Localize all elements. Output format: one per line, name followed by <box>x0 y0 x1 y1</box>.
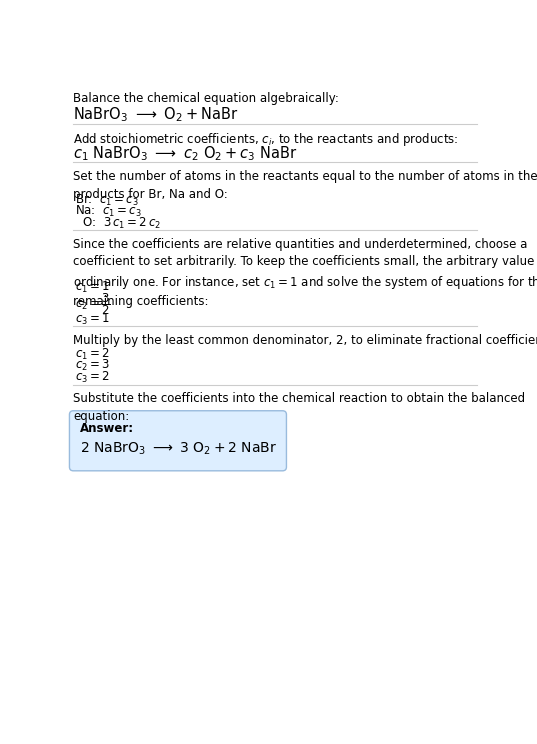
Text: $2\ \mathrm{NaBrO_3}\ \longrightarrow\ 3\ \mathrm{O_2} + 2\ \mathrm{NaBr}$: $2\ \mathrm{NaBrO_3}\ \longrightarrow\ 3… <box>79 440 277 457</box>
Text: Set the number of atoms in the reactants equal to the number of atoms in the
pro: Set the number of atoms in the reactants… <box>74 170 537 201</box>
Text: $c_2 = \dfrac{3}{2}$: $c_2 = \dfrac{3}{2}$ <box>75 291 111 317</box>
Text: Na:  $c_1 = c_3$: Na: $c_1 = c_3$ <box>75 204 142 219</box>
Text: $c_2 = 3$: $c_2 = 3$ <box>75 359 110 373</box>
Text: Since the coefficients are relative quantities and underdetermined, choose a
coe: Since the coefficients are relative quan… <box>74 238 537 308</box>
FancyBboxPatch shape <box>69 411 286 471</box>
Text: Multiply by the least common denominator, 2, to eliminate fractional coefficient: Multiply by the least common denominator… <box>74 334 537 347</box>
Text: Add stoichiometric coefficients, $c_i$, to the reactants and products:: Add stoichiometric coefficients, $c_i$, … <box>74 131 459 148</box>
Text: Answer:: Answer: <box>79 423 134 435</box>
Text: $\mathrm{NaBrO_3}\ \longrightarrow\ \mathrm{O_2} + \mathrm{NaBr}$: $\mathrm{NaBrO_3}\ \longrightarrow\ \mat… <box>74 105 239 124</box>
Text: Br:  $c_1 = c_3$: Br: $c_1 = c_3$ <box>75 193 139 208</box>
Text: $c_3 = 1$: $c_3 = 1$ <box>75 312 110 327</box>
Text: $c_3 = 2$: $c_3 = 2$ <box>75 370 110 385</box>
Text: Substitute the coefficients into the chemical reaction to obtain the balanced
eq: Substitute the coefficients into the che… <box>74 392 525 423</box>
Text: Balance the chemical equation algebraically:: Balance the chemical equation algebraica… <box>74 92 339 106</box>
Text: $c_1 = 2$: $c_1 = 2$ <box>75 347 110 362</box>
Text: $c_1 = 1$: $c_1 = 1$ <box>75 280 110 295</box>
Text: $c_1\ \mathrm{NaBrO_3}\ \longrightarrow\ c_2\ \mathrm{O_2} + c_3\ \mathrm{NaBr}$: $c_1\ \mathrm{NaBrO_3}\ \longrightarrow\… <box>74 144 298 163</box>
Text: O:  $3\,c_1 = 2\,c_2$: O: $3\,c_1 = 2\,c_2$ <box>75 216 161 231</box>
